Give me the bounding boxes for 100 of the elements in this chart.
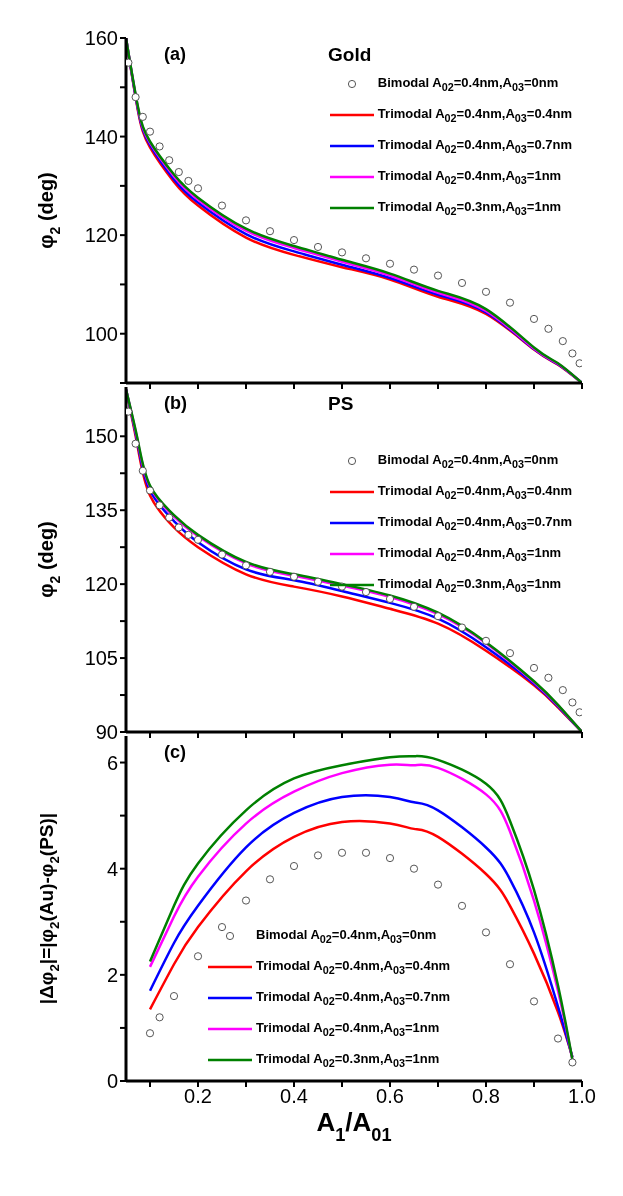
legend-label: Trimodal A$_{02}$=0.4nm,A$_{03}$=0.7nm [377,513,572,532]
point [337,848,347,857]
y-tick-label: 120 [84,573,118,596]
legend-label: Trimodal A$_{02}$=0.3nm,A$_{03}$=1nm [377,198,562,217]
point [505,298,515,307]
legend-label: Trimodal A$_{02}$=0.4nm,A$_{03}$=0.4nm [256,957,451,976]
legend-label: Trimodal A$_{02}$=0.4nm,A$_{03}$=0.4nm [377,105,572,124]
point [165,156,174,165]
chart-title: Gold [328,44,372,66]
point [558,337,567,346]
point [385,259,395,268]
point [361,848,371,857]
legend-label: Bimodal A$_{02}$=0.4nm,A$_{03}$=0nm [377,451,559,470]
y-tick-label: 4 [106,857,118,880]
point [505,649,515,658]
point [553,1034,563,1043]
point [409,602,419,611]
point [193,952,203,961]
annotation: (c) [164,742,186,763]
x-tick-label: 0.4 [280,1085,308,1108]
point [289,236,299,245]
point [174,523,183,532]
y-tick-label: 105 [84,647,118,670]
annotation: (a) [164,44,186,65]
y-tick-label: 0 [106,1070,118,1093]
point [481,928,491,937]
point [558,686,567,695]
point [313,242,323,252]
legend-label: Trimodal A$_{02}$=0.4nm,A$_{03}$=0.7nm [256,988,451,1007]
y-tick-label: 2 [106,963,118,986]
point [184,530,193,539]
legend-label: Trimodal A$_{02}$=0.4nm,A$_{03}$=1nm [377,167,562,186]
point [313,851,323,860]
point [568,1058,577,1067]
point [169,992,179,1001]
point [265,567,275,576]
x-axis-title: A$_{1}$/A$_{01}$ [316,1107,392,1145]
legend-label: Trimodal A$_{02}$=0.3nm,A$_{03}$=1nm [377,575,562,594]
point [155,1013,164,1022]
point [457,623,467,632]
point [457,901,467,910]
point [145,1029,155,1038]
point [385,854,395,863]
point [193,535,203,544]
point [361,587,371,597]
legend-label: Bimodal A$_{02}$=0.4nm,A$_{03}$=0nm [256,926,437,945]
point [313,577,323,586]
legend-label: Trimodal A$_{02}$=0.3nm,A$_{03}$=1nm [256,1050,440,1069]
point [217,550,227,559]
legend-label: Trimodal A$_{02}$=0.4nm,A$_{03}$=1nm [377,544,562,563]
x-tick-label: 0.8 [472,1085,500,1108]
point [241,561,251,570]
point [155,142,164,151]
point [361,254,371,263]
point [174,168,183,177]
x-tick-label: 1.0 [568,1085,596,1108]
point [217,201,227,210]
point [155,501,164,510]
point [145,486,155,495]
point [131,93,140,102]
point [241,216,251,225]
point [544,673,553,682]
point [409,864,419,873]
point [289,861,299,871]
point [265,875,275,884]
y-tick-label: 160 [84,27,118,50]
y-tick-label: 90 [95,721,118,744]
point [193,184,203,193]
point [265,227,275,236]
x-tick-label: 0.2 [184,1085,212,1108]
y-tick-label: 140 [84,125,118,148]
point [165,513,174,522]
legend-label: Trimodal A$_{02}$=0.4nm,A$_{03}$=0.7nm [377,136,572,155]
point [184,176,193,185]
point [138,466,147,475]
point [457,278,467,287]
y-tick-label: 120 [84,224,118,247]
point [138,112,147,121]
point [433,880,443,889]
y-tick-label: 135 [84,499,118,522]
point [529,314,539,323]
point [505,960,515,969]
point [433,271,443,280]
annotation: (b) [164,393,187,414]
y-tick-label: 6 [106,751,118,774]
point [145,127,155,136]
chart-title: PS [328,393,354,415]
point [481,287,491,296]
point [529,663,539,672]
point [568,698,577,707]
point [409,265,419,274]
legend-label: Trimodal A$_{02}$=0.4nm,A$_{03}$=1nm [256,1019,440,1038]
point [385,594,395,603]
x-tick-label: 0.6 [376,1085,404,1108]
point [217,923,227,932]
point [131,439,140,448]
point [529,997,539,1006]
y-tick-label: 150 [84,425,118,448]
y-tick-label: 100 [84,322,118,345]
point [544,324,553,333]
